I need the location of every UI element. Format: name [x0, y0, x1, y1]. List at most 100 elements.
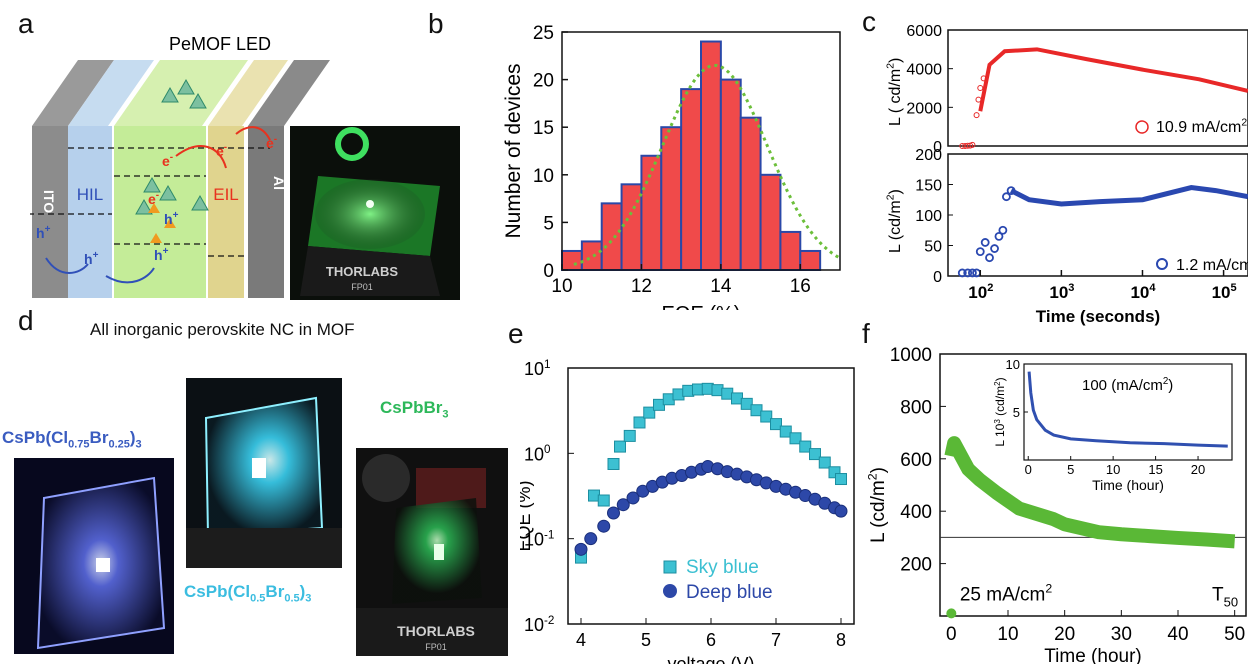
inset-y-tick-label: 10	[1006, 357, 1020, 372]
histogram-bar	[600, 202, 623, 271]
mof-cluster-icon	[135, 78, 209, 215]
x-tick-label: 14	[710, 276, 732, 297]
panel-b-histogram: 10 12 14 16 0 5 10 15 20 25 EQE (%) Number of devic…	[502, 23, 841, 310]
x-axis-label: voltage (V)	[667, 654, 754, 664]
y-tick-label: 20	[533, 71, 554, 92]
sky-blue-point	[643, 406, 656, 419]
caption-c3: CsPbBr3	[380, 398, 449, 421]
histogram-bar	[660, 126, 683, 271]
data-point	[968, 268, 977, 278]
svg-text:h+: h+	[84, 250, 99, 267]
data-point	[963, 268, 973, 278]
svg-text:FP01: FP01	[425, 642, 447, 652]
y-tick-label: 0	[543, 261, 554, 282]
series-line-10-9	[978, 47, 1248, 112]
y-axis-label: EQE (%)	[520, 480, 534, 551]
deep-blue-point	[626, 491, 640, 505]
y-axis-label: Number of devices	[502, 63, 525, 238]
panel-label-c: c	[862, 6, 876, 37]
panel-a-title: PeMOF LED	[169, 34, 271, 54]
al-layer	[248, 126, 284, 298]
sky-blue-point	[789, 432, 802, 445]
legend-marker-deep	[663, 584, 677, 598]
hil-layer	[68, 126, 112, 298]
sky-blue-point	[818, 456, 831, 469]
histogram-bar	[759, 173, 782, 271]
deep-blue-point	[574, 542, 588, 556]
y-tick-label: 400	[900, 502, 932, 523]
x-tick-label: 103	[1049, 282, 1074, 302]
data-point	[957, 268, 967, 278]
data-point	[998, 225, 1008, 235]
t50-label: T50	[1212, 584, 1238, 609]
svg-text:e-: e-	[266, 134, 277, 151]
x-tick-label: 10	[997, 624, 1018, 645]
svg-text:THORLABS: THORLABS	[397, 623, 475, 639]
y-tick-label: 100	[524, 443, 551, 464]
histogram-bar	[580, 240, 603, 272]
data-point	[975, 247, 985, 257]
y-tick-label: 5	[543, 213, 554, 234]
photo-cspbclbr-05	[186, 378, 342, 568]
legend-label-10-9: 10.9 mA/cm2	[1156, 118, 1247, 136]
svg-text:h+: h+	[36, 224, 51, 241]
histogram-bar	[719, 78, 742, 271]
x-tick-label: 12	[631, 276, 652, 297]
sky-blue-point	[740, 397, 753, 410]
svg-text:e-: e-	[148, 190, 159, 207]
data-point	[973, 112, 980, 119]
deep-blue-point	[607, 506, 620, 520]
deep-blue-point	[834, 504, 848, 518]
x-axis-label: Time (hour)	[1044, 646, 1141, 664]
y-tick-label: 10	[533, 166, 554, 187]
histogram-bar	[799, 249, 822, 272]
panel-label-f: f	[862, 318, 870, 349]
deep-blue-point	[597, 519, 611, 533]
x-tick-label: 0	[946, 624, 957, 645]
sky-blue-point	[597, 494, 610, 507]
inset-y-axis-label: L 103 (cd/m2)	[993, 377, 1007, 446]
plot-frame	[561, 31, 841, 271]
eml-layer	[114, 126, 206, 298]
panel-label-d: d	[18, 305, 34, 336]
x-tick-label: 6	[706, 630, 716, 650]
hole-labels: h+ h+ h+ h+	[36, 210, 179, 267]
inset-y-tick-label: 5	[1013, 405, 1020, 420]
panel-d-title: All inorganic perovskite NC in MOF	[90, 320, 355, 339]
panel-label-a: a	[18, 8, 34, 39]
y-axis-label-top: L ( cd/m2)	[886, 58, 904, 126]
series-line-1-2	[1009, 185, 1248, 207]
plot-frame	[939, 353, 1247, 617]
deep-blue-point	[616, 498, 630, 512]
x-tick-label: 10	[551, 276, 572, 297]
x-tick-label: 20	[1054, 624, 1075, 645]
y-tick-label: 50	[924, 239, 942, 256]
hil-label: HIL	[77, 185, 103, 204]
x-tick-label: 7	[771, 630, 781, 650]
data-point	[977, 85, 984, 91]
x-tick-label: 16	[790, 276, 811, 297]
y-tick-label: 2000	[906, 100, 942, 117]
x-tick-label: 4	[576, 630, 586, 650]
annotation-25mA: 25 mA/cm2	[960, 582, 1053, 606]
svg-text:e-: e-	[162, 152, 173, 169]
histogram-bar	[640, 154, 663, 271]
svg-text:FP01: FP01	[351, 282, 373, 292]
panel-c-luminance-time: 0 2000 4000 6000 10.9 mA/cm2 L ( cd/m2) 0 50 100…	[886, 23, 1248, 326]
start-point	[946, 608, 957, 619]
sky-blue-point	[607, 457, 620, 470]
al-label: Al	[271, 176, 287, 190]
data-point	[1002, 192, 1011, 202]
data-point	[980, 238, 990, 247]
y-axis-label-bottom: L (cd/m2)	[886, 189, 904, 253]
y-tick-label: 200	[915, 147, 942, 164]
panel-label-e: e	[508, 318, 524, 349]
sky-blue-point	[770, 418, 782, 431]
ito-label: ITO	[41, 190, 57, 213]
inset-annotation: 100 (mA/cm2)	[1082, 376, 1173, 394]
inset-x-axis-label: Time (hour)	[1092, 477, 1164, 493]
x-tick-label: 104	[1130, 282, 1156, 302]
histogram-bar	[700, 40, 722, 271]
svg-text:h+: h+	[164, 210, 179, 227]
